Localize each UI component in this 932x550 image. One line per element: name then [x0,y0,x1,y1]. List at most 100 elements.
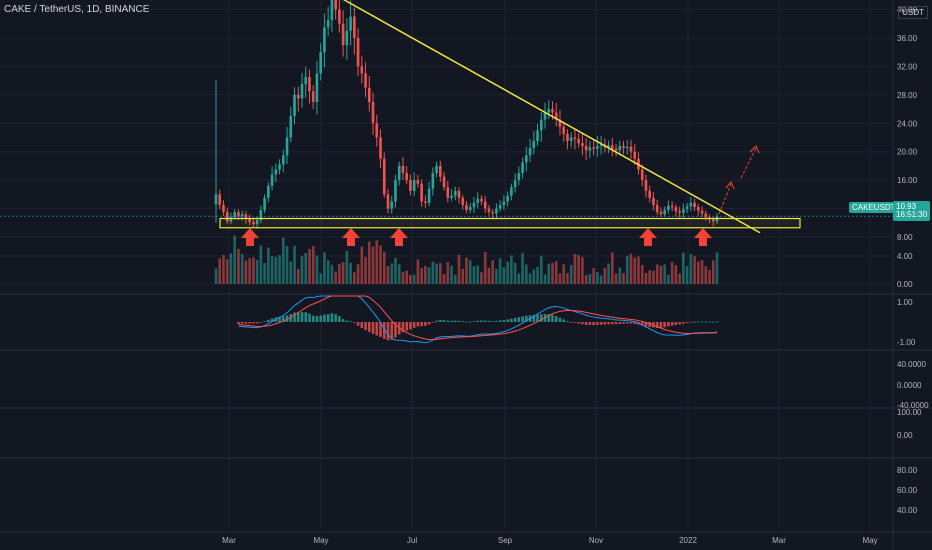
volume-bar [465,257,468,284]
candle-body [431,173,435,189]
volume-bar [240,254,244,284]
macd-histogram-bar [640,322,644,326]
macd-histogram-bar [371,322,375,334]
volume-bar [472,266,476,284]
volume-bar [614,273,618,284]
volume-bar [667,274,670,284]
candle-body [252,222,255,225]
candle-body [644,180,648,191]
macd-histogram-bar [506,319,509,322]
volume-bar [640,265,644,284]
candle-body [625,146,629,149]
candle-body [506,195,509,202]
macd-signal-line [238,295,718,341]
volume-bar [637,256,640,284]
macd-histogram-bar [633,322,637,324]
volume-bar [308,249,311,284]
candle-body [233,212,237,218]
candle-body [465,205,468,210]
candle-body [334,0,337,10]
macd-histogram-bar [510,318,513,322]
support-zone [219,217,801,229]
macd-histogram-bar [584,322,588,325]
candle-body [319,52,322,74]
candle-body [424,201,427,203]
macd-histogram-bar [592,322,595,326]
macd-histogram-bar [409,322,412,330]
candle-body [304,77,308,85]
volume-bar [296,269,300,284]
macd-line [238,295,718,344]
candle-body [468,207,472,210]
volume-bar [715,252,719,284]
indicator2-tick-label: 100.00 [897,408,922,417]
time-tick-label: Nov [589,536,603,545]
volume-bar [532,269,536,284]
macd-histogram-bar [435,320,438,322]
volume-bar [588,274,592,284]
macd-histogram-bar [525,315,528,322]
macd-histogram-bar [300,312,304,322]
macd-histogram-bar [289,313,293,322]
candle-body [259,209,263,220]
candle-body [263,197,266,210]
price-tick-label: 8.00 [897,233,913,242]
time-tick-label: May [313,536,328,545]
candle-body [652,197,655,206]
macd-histogram-bar [323,314,326,322]
macd-histogram-bar [424,322,427,326]
macd-histogram-bar [566,321,569,322]
candle-body [315,73,319,102]
macd-histogram-bar [468,321,472,323]
candle-body [435,165,438,174]
projection-arrow-head [749,145,760,154]
volume-bar [334,271,337,284]
volume-bar [596,272,599,284]
candle-body [622,146,625,149]
candle-body [457,190,461,198]
candle-body [353,16,356,38]
macd-histogram-bar [689,322,693,323]
candle-body [330,0,334,21]
candle-body [543,112,547,120]
candle-body [614,148,618,151]
volume-bar [420,268,423,284]
candle-body [240,214,244,217]
macd-histogram-bar [379,322,382,337]
currency-label[interactable]: USDT [898,6,928,19]
macd-histogram-bar [431,322,435,323]
volume-bar [696,261,700,284]
macd-histogram-bar [532,314,536,322]
projection-arrow-head [725,181,735,190]
volume-bar [457,254,461,284]
candle-body [682,209,685,213]
volume-bar [584,275,588,284]
volume-bar [289,261,293,284]
macd-histogram-bar [405,322,408,331]
macd-histogram-bar [457,320,461,322]
candle-body [274,169,278,175]
volume-bar [390,263,394,284]
macd-histogram-bar [704,321,708,323]
volume-bar [371,246,375,284]
candle-body [596,146,599,149]
candle-body [416,180,420,184]
candle-body [401,165,405,174]
volume-bar [244,260,248,284]
candle-body [554,112,558,120]
volume-bar [603,267,607,284]
candle-body [539,119,543,131]
macd-histogram-bar [390,322,394,340]
macd-histogram-bar [382,322,386,340]
volume-bar [360,246,364,284]
macd-histogram-bar [341,319,345,322]
volume-bar [551,262,554,284]
candle-body [584,146,588,151]
macd-histogram-bar [240,322,244,324]
macd-histogram-bar [237,322,240,324]
candle-body [349,16,352,31]
macd-histogram-bar [551,314,554,322]
volume-bar [693,256,696,284]
macd-histogram-bar [700,321,704,323]
